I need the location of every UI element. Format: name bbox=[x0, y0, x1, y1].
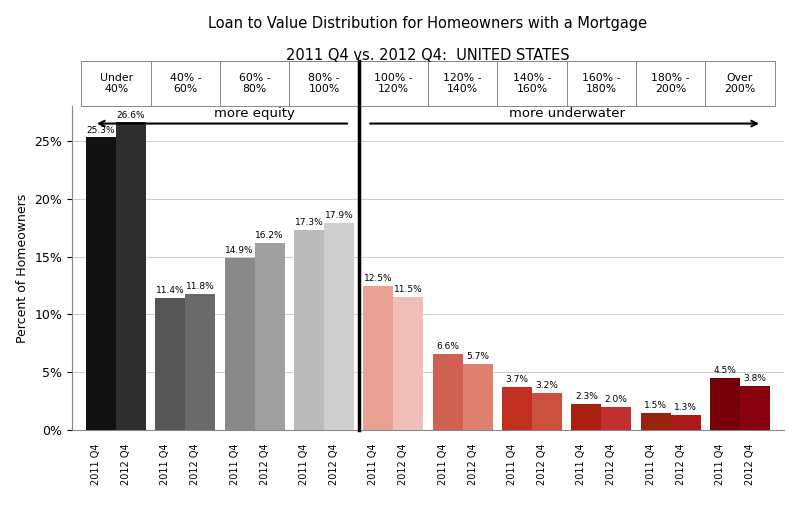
Text: 5.7%: 5.7% bbox=[466, 352, 489, 361]
Text: 2011 Q4: 2011 Q4 bbox=[576, 443, 586, 485]
Text: 60% -
80%: 60% - 80% bbox=[239, 73, 270, 95]
Text: 17.3%: 17.3% bbox=[294, 218, 323, 227]
Bar bbox=[155, 298, 186, 430]
Bar bbox=[462, 364, 493, 430]
Text: 11.4%: 11.4% bbox=[156, 286, 185, 295]
Text: 2011 Q4: 2011 Q4 bbox=[230, 443, 240, 485]
Text: 2012 Q4: 2012 Q4 bbox=[329, 443, 339, 485]
Text: 40% -
60%: 40% - 60% bbox=[170, 73, 202, 95]
Text: 3.8%: 3.8% bbox=[743, 374, 766, 383]
Bar bbox=[502, 387, 532, 430]
Text: 26.6%: 26.6% bbox=[117, 110, 146, 119]
Text: 2012 Q4: 2012 Q4 bbox=[537, 443, 547, 485]
Bar bbox=[290, 61, 358, 106]
Text: 2.0%: 2.0% bbox=[605, 395, 628, 404]
Text: 2012 Q4: 2012 Q4 bbox=[121, 443, 131, 485]
Text: 2011 Q4: 2011 Q4 bbox=[507, 443, 517, 485]
Bar bbox=[225, 258, 254, 430]
Bar bbox=[220, 61, 290, 106]
Text: 2011 Q4: 2011 Q4 bbox=[715, 443, 725, 485]
Text: 2012 Q4: 2012 Q4 bbox=[675, 443, 686, 485]
Text: 2012 Q4: 2012 Q4 bbox=[468, 443, 478, 485]
Bar bbox=[428, 61, 498, 106]
Bar bbox=[532, 393, 562, 430]
Bar bbox=[363, 286, 394, 430]
Bar bbox=[641, 413, 670, 430]
Text: 2012 Q4: 2012 Q4 bbox=[745, 443, 755, 485]
Text: 2011 Q4: 2011 Q4 bbox=[91, 443, 101, 485]
Bar bbox=[571, 404, 602, 430]
Bar bbox=[150, 61, 220, 106]
Text: 140% -
160%: 140% - 160% bbox=[513, 73, 551, 95]
Text: 14.9%: 14.9% bbox=[226, 246, 254, 255]
Text: 2012 Q4: 2012 Q4 bbox=[398, 443, 408, 485]
Text: more equity: more equity bbox=[214, 107, 295, 120]
Bar bbox=[636, 61, 706, 106]
Text: 80% -
100%: 80% - 100% bbox=[308, 73, 340, 95]
Bar bbox=[670, 415, 701, 430]
Text: Loan to Value Distribution for Homeowners with a Mortgage: Loan to Value Distribution for Homeowner… bbox=[209, 16, 647, 31]
Text: 25.3%: 25.3% bbox=[87, 125, 115, 134]
Bar bbox=[324, 223, 354, 430]
Text: 6.6%: 6.6% bbox=[436, 342, 459, 351]
Text: 11.5%: 11.5% bbox=[394, 285, 422, 294]
Bar bbox=[394, 297, 423, 430]
Text: 3.2%: 3.2% bbox=[535, 381, 558, 390]
Bar bbox=[566, 61, 636, 106]
Bar bbox=[602, 407, 631, 430]
Bar bbox=[254, 243, 285, 430]
Text: 2011 Q4: 2011 Q4 bbox=[438, 443, 448, 485]
Text: 4.5%: 4.5% bbox=[714, 366, 736, 375]
Bar bbox=[740, 386, 770, 430]
Text: 120% -
140%: 120% - 140% bbox=[443, 73, 482, 95]
Text: 2011 Q4: 2011 Q4 bbox=[299, 443, 309, 485]
Bar bbox=[710, 378, 740, 430]
Text: 2011 Q4: 2011 Q4 bbox=[368, 443, 378, 485]
Text: 1.3%: 1.3% bbox=[674, 403, 697, 412]
Bar bbox=[498, 61, 566, 106]
Text: 1.5%: 1.5% bbox=[644, 401, 667, 410]
Text: 16.2%: 16.2% bbox=[255, 231, 284, 240]
Text: 180% -
200%: 180% - 200% bbox=[651, 73, 690, 95]
Text: 2012 Q4: 2012 Q4 bbox=[190, 443, 200, 485]
Text: Over
200%: Over 200% bbox=[724, 73, 755, 95]
Bar bbox=[433, 354, 462, 430]
Bar bbox=[294, 230, 324, 430]
Y-axis label: Percent of Homeowners: Percent of Homeowners bbox=[16, 193, 29, 343]
Bar bbox=[186, 294, 215, 430]
Bar bbox=[86, 138, 116, 430]
Bar bbox=[116, 123, 146, 430]
Text: 2.3%: 2.3% bbox=[575, 391, 598, 400]
Text: 2012 Q4: 2012 Q4 bbox=[260, 443, 270, 485]
Text: 12.5%: 12.5% bbox=[364, 273, 393, 282]
Text: Under
40%: Under 40% bbox=[99, 73, 133, 95]
Bar bbox=[358, 61, 428, 106]
Text: 17.9%: 17.9% bbox=[325, 211, 354, 220]
Text: 2011 Q4 vs. 2012 Q4:  UNITED STATES: 2011 Q4 vs. 2012 Q4: UNITED STATES bbox=[286, 48, 570, 63]
Bar bbox=[706, 61, 774, 106]
Text: 11.8%: 11.8% bbox=[186, 282, 214, 290]
Text: 2011 Q4: 2011 Q4 bbox=[161, 443, 170, 485]
Text: 100% -
120%: 100% - 120% bbox=[374, 73, 413, 95]
Bar bbox=[82, 61, 150, 106]
Text: 3.7%: 3.7% bbox=[506, 375, 529, 384]
Text: more underwater: more underwater bbox=[509, 107, 625, 120]
Text: 2012 Q4: 2012 Q4 bbox=[606, 443, 616, 485]
Text: 160% -
180%: 160% - 180% bbox=[582, 73, 621, 95]
Text: 2011 Q4: 2011 Q4 bbox=[646, 443, 656, 485]
